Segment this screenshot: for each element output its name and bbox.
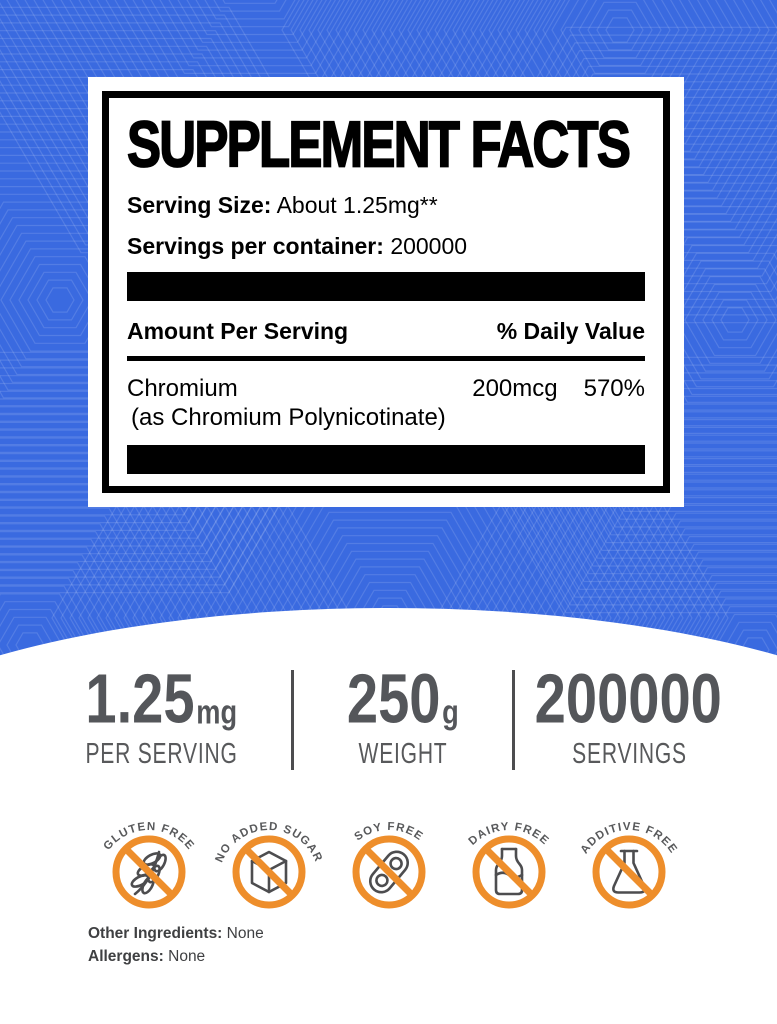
ingredient-row: Chromium (as Chromium Polynicotinate) 20… (127, 374, 645, 432)
stat-value: 250 (346, 658, 441, 738)
ingredient-values: 200mcg 570% (472, 374, 645, 403)
allergens-label: Allergens: (88, 948, 164, 965)
ingredient-name: Chromium (127, 375, 238, 402)
stat-weight: 250 g WEIGHT (294, 663, 512, 770)
facts-column-headers: Amount Per Serving % Daily Value (127, 318, 645, 345)
footnotes: Other Ingredients: None Allergens: None (88, 922, 264, 968)
servings-per-container-value: 200000 (390, 233, 468, 259)
prohibition-slash (242, 845, 295, 899)
badge-label: NO ADDED SUGAR (213, 821, 324, 865)
separator-bar-bottom (127, 445, 645, 474)
amount-per-serving-header: Amount Per Serving (127, 318, 349, 344)
ingredient-amount: 200mcg (472, 375, 558, 402)
badge-additive-free: ADDITIVE FREE (578, 821, 678, 909)
badge-no-added-sugar: NO ADDED SUGAR (213, 821, 324, 909)
white-dome-curve (0, 608, 777, 780)
badge-dairy-free: DAIRY FREE (466, 821, 551, 909)
stat-label: SERVINGS (572, 738, 687, 770)
prohibition-circle (592, 835, 665, 909)
supplement-facts-panel: SUPPLEMENT FACTS Serving Size: About 1.2… (88, 77, 684, 507)
serving-size-line: Serving Size: About 1.25mg** (127, 190, 645, 220)
stat-per-serving-number: 1.25 mg (85, 658, 238, 738)
stats-row: 1.25 mg PER SERVING 250 g WEIGHT 200000 … (0, 663, 777, 770)
facts-title: SUPPLEMENT FACTS (126, 108, 631, 181)
stat-weight-number: 250 g (346, 658, 459, 738)
stat-label: WEIGHT (358, 738, 447, 770)
other-ingredients-label: Other Ingredients: (88, 925, 223, 942)
prohibition-circle (352, 835, 425, 909)
stat-divider (290, 670, 294, 770)
badge-row: GLUTEN FREE NO ADDED SUGAR (0, 806, 777, 912)
other-ingredients-line: Other Ingredients: None (88, 922, 264, 945)
ingredient-name-block: Chromium (as Chromium Polynicotinate) (127, 374, 446, 432)
ingredient-source: (as Chromium Polynicotinate) (131, 404, 446, 431)
badge-soy-free: SOY FREE (352, 821, 425, 909)
serving-size-label: Serving Size: (127, 192, 272, 218)
other-ingredients-value: None (226, 925, 264, 942)
allergens-line: Allergens: None (88, 945, 264, 968)
servings-per-container-label: Servings per container: (127, 233, 384, 259)
servings-per-container-line: Servings per container: 200000 (127, 231, 645, 261)
header-rule (127, 356, 645, 361)
stat-unit: mg (196, 692, 238, 731)
stat-unit: g (441, 692, 459, 731)
prohibition-slash (122, 845, 175, 899)
prohibition-circle (112, 835, 185, 909)
badge-gluten-free: GLUTEN FREE (101, 821, 195, 909)
prohibition-circle (232, 835, 305, 909)
stat-label: PER SERVING (85, 738, 238, 770)
ingredient-daily-value: 570% (583, 375, 645, 402)
prohibition-slash (482, 845, 535, 899)
badge-label: DAIRY FREE (466, 821, 551, 848)
stat-divider (511, 670, 515, 770)
stat-value: 1.25 (85, 658, 195, 738)
allergens-value: None (168, 948, 206, 965)
prohibition-circle (472, 835, 545, 909)
stat-per-serving: 1.25 mg PER SERVING (33, 663, 291, 770)
prohibition-slash (602, 845, 655, 899)
serving-size-value: About 1.25mg** (276, 192, 438, 218)
stat-servings-number: 200000 (535, 658, 724, 738)
facts-border-box: SUPPLEMENT FACTS Serving Size: About 1.2… (102, 91, 670, 493)
stat-servings: 200000 SERVINGS (515, 663, 745, 770)
stat-value: 200000 (535, 658, 723, 738)
prohibition-slash (362, 845, 415, 899)
separator-bar-top (127, 272, 645, 301)
daily-value-header: % Daily Value (496, 318, 645, 344)
